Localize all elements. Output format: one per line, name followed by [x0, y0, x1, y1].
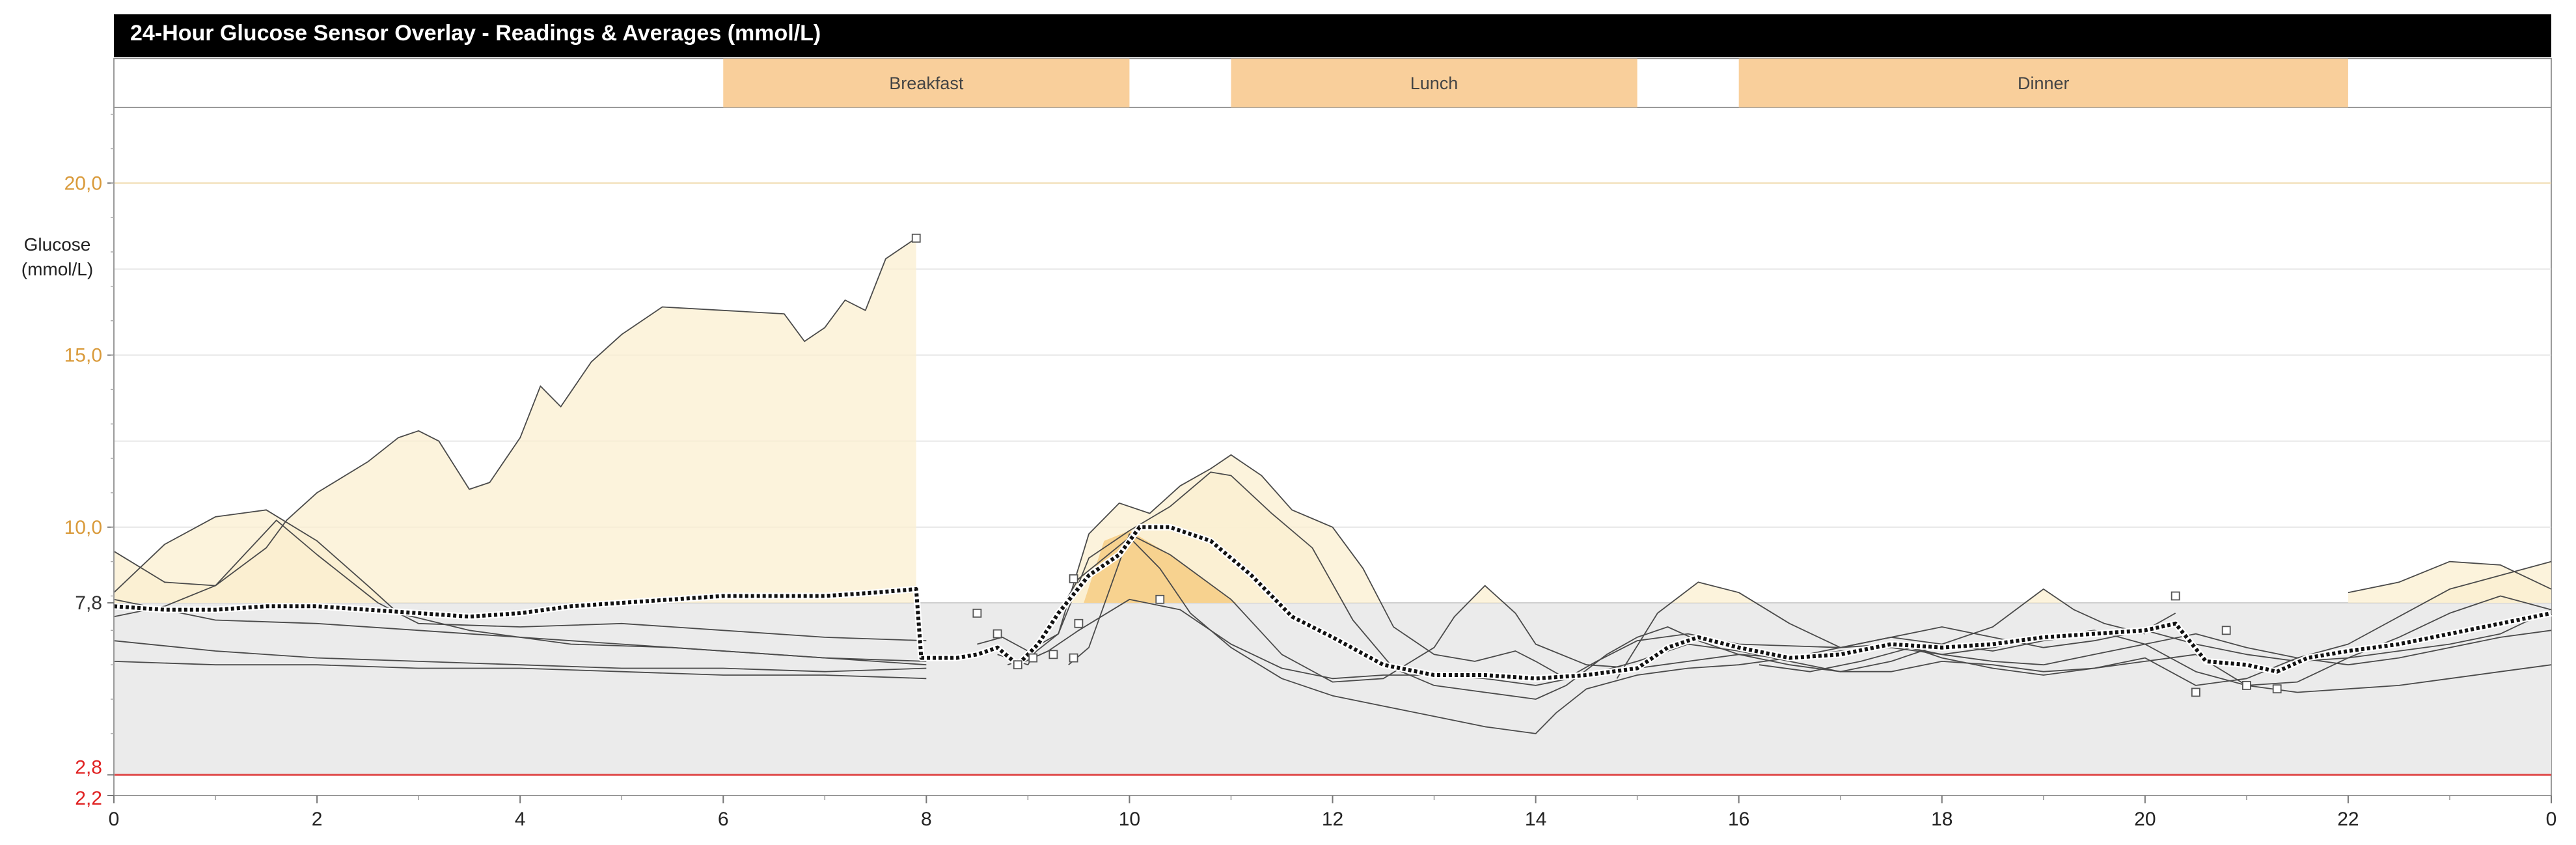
sensor-trace-6: [113, 598, 927, 662]
chart-title-bar: 24-Hour Glucose Sensor Overlay - Reading…: [114, 14, 2551, 57]
sensor-trace-1: [113, 238, 917, 587]
x-tick-label: 8: [921, 809, 932, 830]
above-target-fill: [2348, 561, 2551, 603]
x-tick-label: 2: [312, 809, 323, 830]
reading-marker: [1028, 653, 1038, 663]
reading-marker: [2191, 687, 2200, 697]
meal-band-label: Dinner: [2018, 74, 2070, 93]
x-tick-label: 10: [1119, 809, 1140, 830]
x-tick-label: 4: [515, 809, 526, 830]
y-tick-label: 20,0: [64, 173, 102, 194]
reading-marker: [2241, 680, 2251, 690]
reading-marker: [1069, 653, 1078, 663]
reading-marker: [972, 608, 982, 618]
x-tick-label: 18: [1931, 809, 1953, 830]
y-axis-label: Glucose: [24, 234, 91, 255]
sensor-trace-8: [1007, 454, 2176, 680]
reading-marker: [911, 233, 921, 243]
y-axis-label: (mmol/L): [21, 259, 93, 279]
reading-marker: [2272, 684, 2282, 694]
meal-band-label: Breakfast: [889, 74, 964, 93]
reading-marker: [2171, 591, 2180, 601]
x-tick-label: 20: [2134, 809, 2156, 830]
chart-title: 24-Hour Glucose Sensor Overlay - Reading…: [130, 21, 821, 46]
sensor-trace-10: [1068, 533, 2146, 683]
reading-marker: [1069, 574, 1078, 583]
x-tick-label: 6: [718, 809, 729, 830]
meal-band-label: Lunch: [1410, 74, 1459, 93]
above-target-fill: [114, 520, 927, 603]
average-line: [113, 525, 2552, 681]
x-tick-label: 12: [1322, 809, 1343, 830]
y-tick-label: 15,0: [64, 345, 102, 367]
reading-marker: [1013, 660, 1022, 670]
y-tick-label: 10,0: [64, 517, 102, 538]
x-tick-label: 16: [1728, 809, 1749, 830]
y-tick-label: 2,8: [75, 756, 102, 778]
y-tick-label: 2,2: [75, 788, 102, 809]
above-target-fill: [114, 238, 916, 603]
meal-band: [723, 59, 1130, 107]
x-tick-label: 14: [1525, 809, 1546, 830]
sensor-trace-5: [113, 661, 927, 680]
above-target-fills: [114, 238, 2551, 603]
meal-band: [1738, 59, 2348, 107]
reading-marker: [1048, 650, 1058, 659]
y-tick-label: 7,8: [75, 592, 102, 614]
reading-marker: [2221, 626, 2231, 635]
reading-marker: [1074, 618, 1084, 628]
meal-band: [1231, 59, 1637, 107]
x-tick-label: 0: [2546, 809, 2557, 830]
sensor-trace-7: [977, 471, 2552, 700]
target-range-band: [114, 603, 2551, 775]
sensor-trace-11: [1017, 561, 2552, 686]
sensor-trace-13: [1759, 646, 2552, 693]
x-tick-label: 22: [2337, 809, 2359, 830]
above-target-fill: [1617, 582, 2551, 603]
reading-marker: [1155, 594, 1165, 604]
reading-marker: [993, 629, 1002, 639]
x-tick-label: 0: [109, 809, 120, 830]
sensor-trace-14: [2348, 561, 2552, 594]
sensor-trace-4: [113, 640, 927, 672]
above-target-fill: [1007, 454, 2176, 603]
